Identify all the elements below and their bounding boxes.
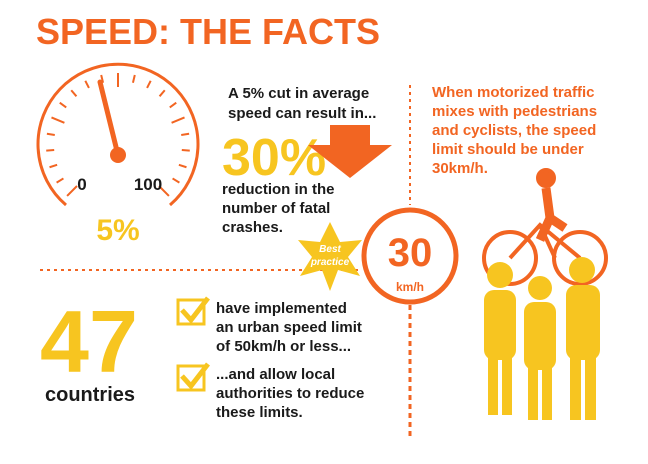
gauge-ticks xyxy=(46,73,190,197)
gauge-tick xyxy=(46,149,55,152)
badge-text: Best xyxy=(319,244,341,255)
gauge-tick xyxy=(158,89,166,97)
cyclist xyxy=(482,168,608,286)
item-line: authorities to reduce xyxy=(216,385,364,402)
needle-hub xyxy=(110,147,126,163)
note-line: mixes with pedestrians xyxy=(432,103,597,120)
gauge-tick xyxy=(66,185,78,197)
gauge-max: 100 xyxy=(134,175,162,194)
pedestrians xyxy=(484,257,600,420)
countries-number: 47 xyxy=(40,292,138,391)
big-percent: 30% xyxy=(222,129,326,187)
sign xyxy=(361,207,459,305)
title: SPEED: THE FACTS xyxy=(36,11,380,52)
gauge-tick xyxy=(84,80,90,89)
gauge-tick xyxy=(169,101,177,109)
gauge-tick xyxy=(46,132,55,136)
result-line: reduction in the xyxy=(222,181,335,198)
note-line: 30km/h. xyxy=(432,160,488,177)
gauge-tick xyxy=(51,116,65,124)
gauge-tick xyxy=(158,185,170,197)
badge-text: practice xyxy=(310,257,350,268)
gauge-tick xyxy=(56,177,64,184)
down-arrow xyxy=(308,125,392,178)
note-line: and cyclists, the speed xyxy=(432,122,596,139)
gauge-tick xyxy=(172,177,180,184)
gauge-tick xyxy=(146,80,152,89)
needle xyxy=(97,79,121,158)
item-line: ...and allow local xyxy=(216,366,335,383)
item-line: have implemented xyxy=(216,300,347,317)
item-line: of 50km/h or less... xyxy=(216,338,351,355)
gauge-tick xyxy=(59,101,67,109)
gauge-tick xyxy=(171,116,185,124)
gauge-cut: 5% xyxy=(96,214,139,247)
gauge-tick xyxy=(100,74,105,84)
countries-label: countries xyxy=(45,384,135,406)
gauge: 0 100 5% xyxy=(36,62,200,247)
item-line: an urban speed limit xyxy=(216,319,362,336)
check xyxy=(176,296,210,392)
gauge-tick xyxy=(181,132,190,136)
sign-unit: km/h xyxy=(396,280,424,294)
intro-line: A 5% cut in average xyxy=(228,85,369,102)
gauge-tick xyxy=(178,163,187,169)
note-line: When motorized traffic xyxy=(432,84,595,101)
gauge-arc xyxy=(36,62,200,207)
gauge-tick xyxy=(49,163,58,169)
result-line: number of fatal xyxy=(222,200,330,217)
gauge-tick xyxy=(181,149,190,152)
gauge-tick xyxy=(70,89,78,97)
sign-number: 30 xyxy=(388,231,433,275)
result-line: crashes. xyxy=(222,219,283,236)
badge-star xyxy=(298,222,362,291)
gauge-min: 0 xyxy=(77,175,86,194)
item-line: these limits. xyxy=(216,404,303,421)
note-line: limit should be under xyxy=(432,141,584,158)
gauge-tick xyxy=(131,74,136,84)
intro-line: speed can result in... xyxy=(228,105,376,122)
